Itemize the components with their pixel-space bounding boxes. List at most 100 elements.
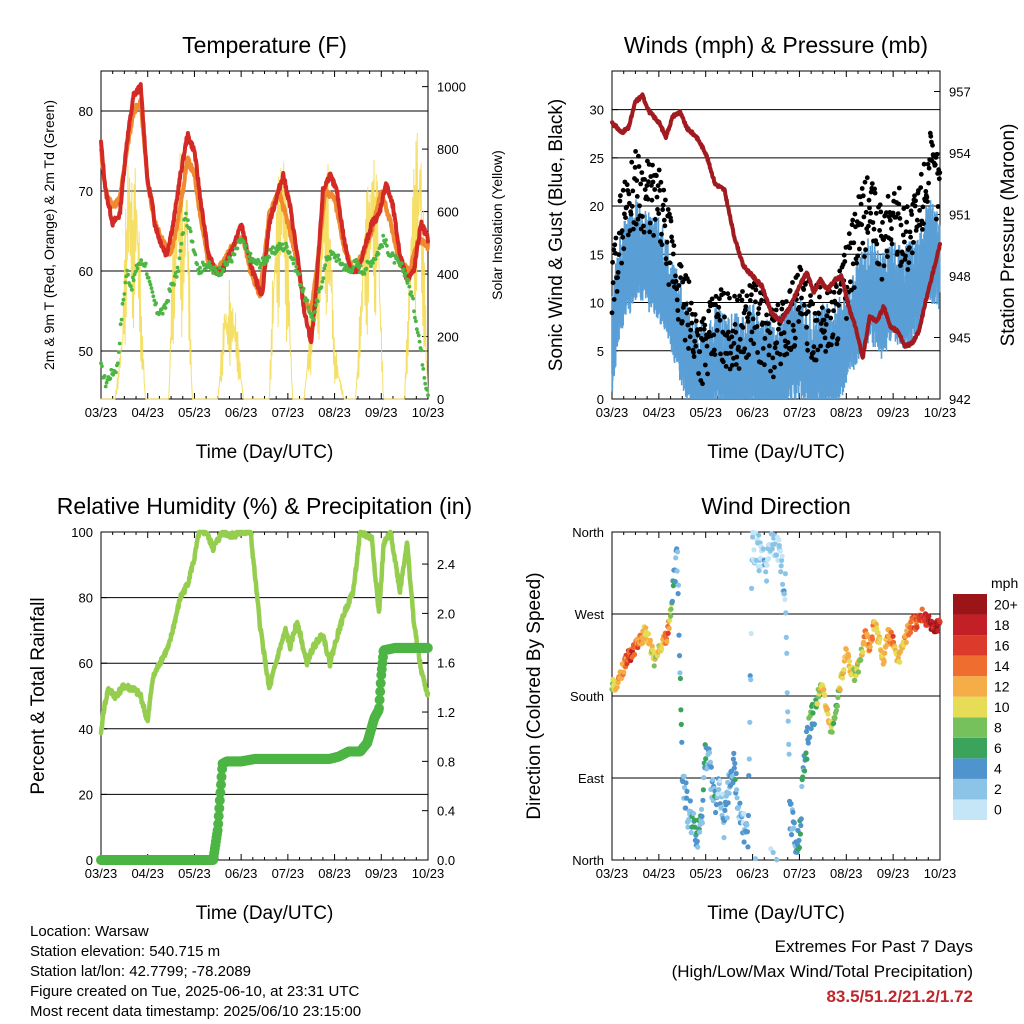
x-tick-label: 09/23 [877, 866, 910, 881]
x-tick-label: 08/23 [830, 405, 863, 420]
gust-point [777, 351, 783, 357]
gust-point [870, 220, 876, 225]
gust-point [923, 189, 929, 194]
gust-point [666, 282, 672, 287]
gust-point [646, 179, 651, 185]
direction-point [687, 798, 693, 804]
y2-tick-label: 1.6 [437, 656, 455, 671]
gust-point [912, 203, 918, 209]
gust-point [876, 261, 882, 267]
gust-point [926, 180, 931, 186]
direction-point [831, 720, 837, 727]
gust-point [813, 357, 819, 363]
dewpoint-point [354, 258, 358, 262]
extremes-panel: Extremes For Past 7 Days (High/Low/Max W… [672, 934, 973, 1009]
dewpoint-point [168, 289, 173, 293]
gust-point [702, 362, 708, 368]
gust-point [697, 326, 703, 332]
dewpoint-point [350, 268, 355, 273]
x-tick-label: 10/23 [412, 866, 445, 881]
y2-tick-label: 942 [949, 392, 971, 407]
direction-point [791, 825, 797, 831]
x-tick-label: 07/23 [783, 866, 816, 881]
direction-point [679, 739, 685, 745]
x-tick-label: 07/23 [783, 405, 816, 420]
direction-point [733, 770, 739, 777]
gust-point [877, 202, 883, 208]
direction-point [788, 832, 795, 838]
gust-point [785, 340, 791, 345]
direction-point [749, 585, 755, 592]
gust-point [934, 216, 939, 222]
direction-point [756, 568, 762, 574]
dewpoint-point [172, 282, 176, 287]
direction-point [825, 711, 831, 717]
y-tick-label: 100 [71, 525, 93, 540]
direction-point [765, 556, 772, 562]
direction-point [773, 552, 780, 558]
gust-point [726, 329, 731, 335]
gust-point [810, 301, 816, 307]
direction-point [811, 721, 818, 727]
direction-point [668, 613, 674, 619]
gust-point [721, 290, 727, 296]
y2-tick-label: 800 [437, 142, 459, 157]
direction-point [852, 677, 858, 684]
y-tick-label: 60 [79, 656, 93, 671]
gust-point [615, 270, 621, 275]
gust-point [830, 332, 836, 338]
direction-point [747, 673, 753, 679]
gust-point [711, 332, 717, 338]
gust-point [772, 364, 777, 370]
gust-point [740, 325, 746, 330]
direction-point [741, 839, 747, 845]
gust-point [755, 350, 760, 355]
colorbar-label: 0 [994, 802, 1002, 818]
gust-point [743, 304, 749, 309]
dewpoint-point [364, 266, 369, 271]
direction-point [858, 657, 864, 663]
dewpoint-point [232, 252, 237, 257]
y2-tick-label: 0.4 [437, 804, 455, 819]
gust-point [740, 289, 745, 294]
gust-point [921, 161, 927, 167]
direction-point [695, 844, 701, 850]
dewpoint-point [405, 281, 410, 285]
y-tick-label: South [570, 689, 604, 704]
gust-point [906, 260, 912, 265]
direction-point [744, 829, 751, 835]
dewpoint-point [118, 322, 123, 327]
gust-point [866, 223, 871, 229]
direction-point [683, 805, 689, 811]
gust-point [814, 317, 820, 323]
direction-point [778, 569, 784, 575]
gust-point [790, 280, 795, 285]
dewpoint-point [277, 241, 282, 246]
gust-point [764, 312, 769, 318]
gust-point [819, 305, 825, 310]
gust-point [896, 185, 902, 191]
gust-point [872, 190, 878, 196]
direction-point [821, 687, 827, 693]
gust-point [934, 151, 940, 157]
gust-point [896, 201, 902, 207]
gust-point [847, 245, 853, 251]
direction-point [873, 621, 879, 628]
direction-point [704, 765, 710, 772]
gust-point [715, 313, 721, 319]
dewpoint-point [130, 275, 135, 280]
gust-point [837, 288, 843, 293]
direction-point [752, 856, 759, 862]
direction-point [846, 653, 852, 659]
dewpoint-point [322, 266, 327, 271]
gust-point [669, 234, 674, 240]
x-tick-label: 05/23 [689, 866, 722, 881]
direction-point [860, 649, 866, 655]
gust-point [618, 193, 623, 199]
colorbar-unit-label: mph [991, 575, 1018, 591]
direction-point [737, 800, 743, 806]
rainfall-point [215, 787, 226, 798]
gust-point [873, 210, 879, 216]
rainfall-point [422, 642, 433, 653]
dewpoint-point [116, 350, 121, 354]
